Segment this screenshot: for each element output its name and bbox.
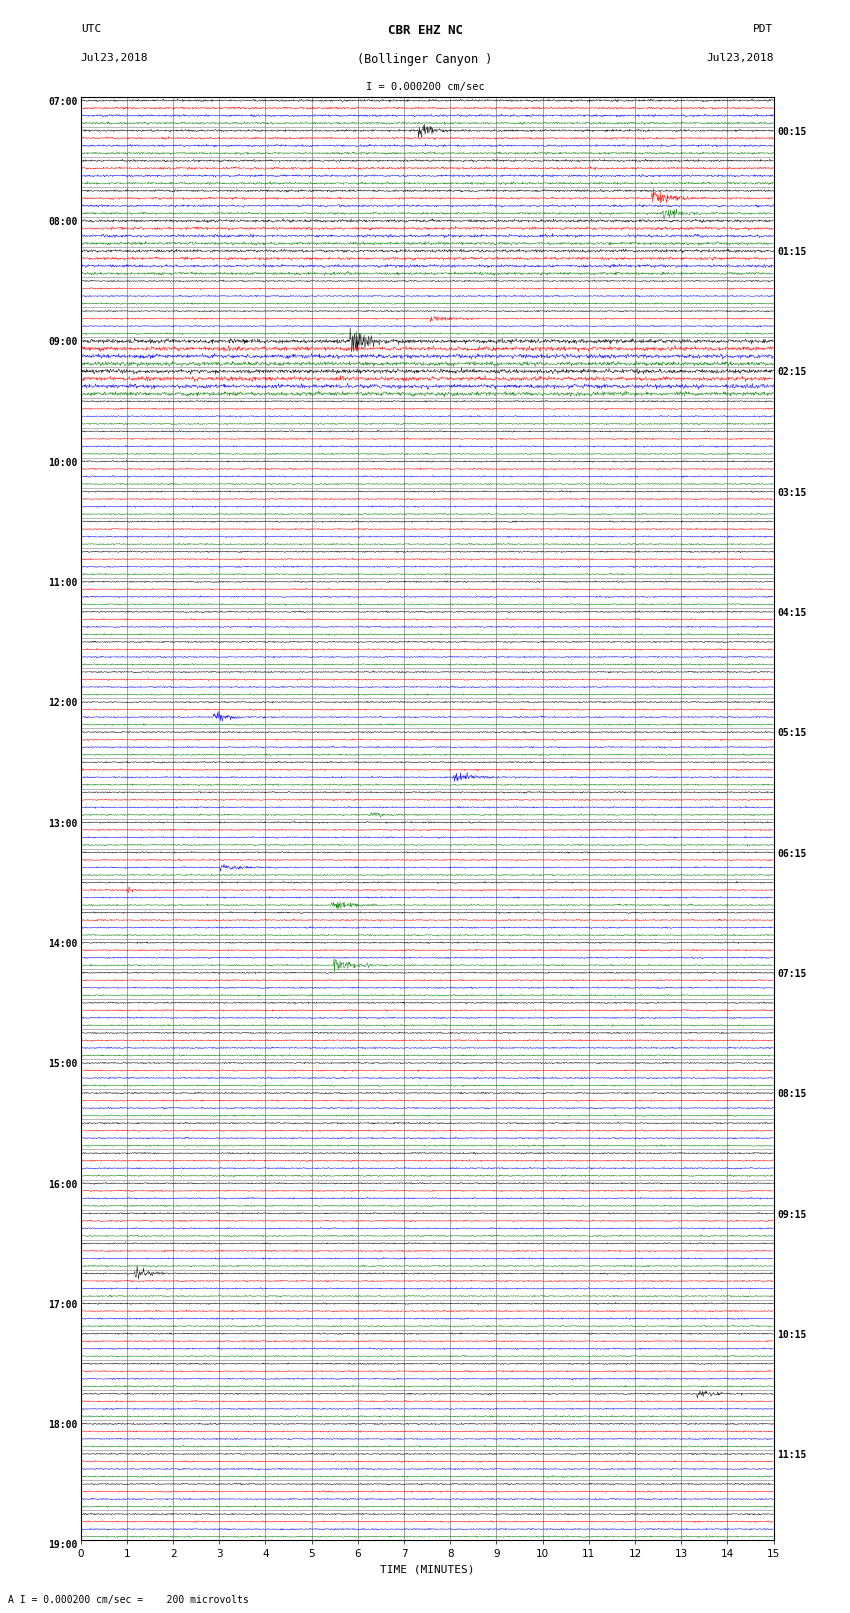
Text: 00:15: 00:15 xyxy=(777,127,807,137)
Text: PDT: PDT xyxy=(753,24,774,34)
Text: 03:15: 03:15 xyxy=(777,487,807,498)
Text: 08:15: 08:15 xyxy=(777,1089,807,1100)
Text: 18:00: 18:00 xyxy=(48,1419,77,1431)
Text: 15:00: 15:00 xyxy=(48,1060,77,1069)
Text: 16:00: 16:00 xyxy=(48,1179,77,1189)
Text: UTC: UTC xyxy=(81,24,101,34)
Text: 08:00: 08:00 xyxy=(48,218,77,227)
Text: 14:00: 14:00 xyxy=(48,939,77,948)
Text: 06:15: 06:15 xyxy=(777,848,807,858)
Text: 10:00: 10:00 xyxy=(48,458,77,468)
Text: 05:15: 05:15 xyxy=(777,729,807,739)
Text: 04:15: 04:15 xyxy=(777,608,807,618)
Text: 07:00: 07:00 xyxy=(48,97,77,106)
Text: 09:15: 09:15 xyxy=(777,1210,807,1219)
Text: CBR EHZ NC: CBR EHZ NC xyxy=(388,24,462,37)
Text: A I = 0.000200 cm/sec =    200 microvolts: A I = 0.000200 cm/sec = 200 microvolts xyxy=(8,1595,249,1605)
Text: Jul23,2018: Jul23,2018 xyxy=(81,53,148,63)
Text: 09:00: 09:00 xyxy=(48,337,77,347)
Text: 01:15: 01:15 xyxy=(777,247,807,256)
X-axis label: TIME (MINUTES): TIME (MINUTES) xyxy=(380,1565,474,1574)
Text: 12:00: 12:00 xyxy=(48,698,77,708)
Text: Jul23,2018: Jul23,2018 xyxy=(706,53,774,63)
Text: 17:00: 17:00 xyxy=(48,1300,77,1310)
Text: 11:15: 11:15 xyxy=(777,1450,807,1460)
Text: 10:15: 10:15 xyxy=(777,1329,807,1340)
Text: (Bollinger Canyon ): (Bollinger Canyon ) xyxy=(357,53,493,66)
Text: I = 0.000200 cm/sec: I = 0.000200 cm/sec xyxy=(366,82,484,92)
Text: 11:00: 11:00 xyxy=(48,577,77,589)
Text: 07:15: 07:15 xyxy=(777,969,807,979)
Text: 13:00: 13:00 xyxy=(48,819,77,829)
Text: 19:00: 19:00 xyxy=(48,1540,77,1550)
Text: 02:15: 02:15 xyxy=(777,368,807,377)
